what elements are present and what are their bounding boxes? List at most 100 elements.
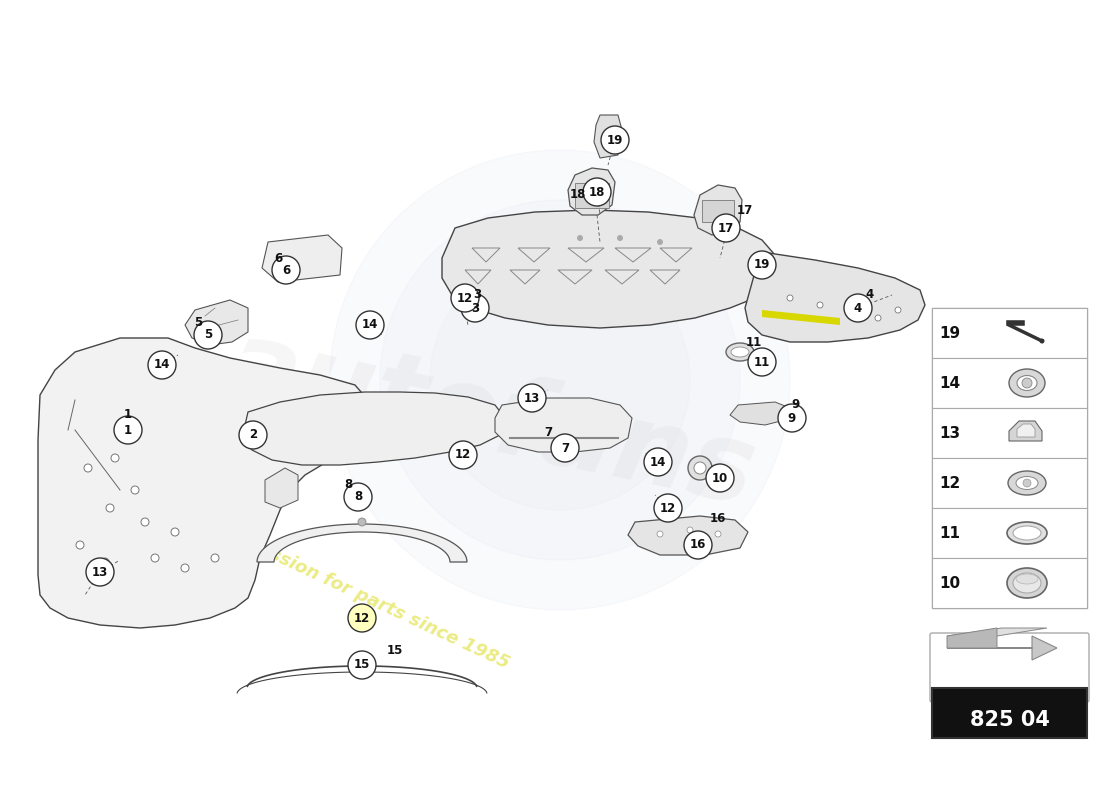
Text: 19: 19 bbox=[607, 134, 624, 146]
Text: 5: 5 bbox=[194, 315, 202, 329]
Ellipse shape bbox=[1006, 522, 1047, 544]
Circle shape bbox=[688, 527, 693, 533]
FancyBboxPatch shape bbox=[932, 358, 1087, 408]
Circle shape bbox=[817, 302, 823, 308]
Circle shape bbox=[748, 251, 775, 279]
Circle shape bbox=[356, 311, 384, 339]
Circle shape bbox=[895, 307, 901, 313]
Polygon shape bbox=[262, 235, 342, 282]
Text: 12: 12 bbox=[660, 502, 676, 514]
Text: 14: 14 bbox=[939, 375, 960, 390]
Circle shape bbox=[644, 448, 672, 476]
Text: 19: 19 bbox=[939, 326, 960, 341]
Circle shape bbox=[551, 434, 579, 462]
Text: 13: 13 bbox=[939, 426, 960, 441]
Text: a passion for parts since 1985: a passion for parts since 1985 bbox=[228, 527, 513, 673]
Text: 10: 10 bbox=[712, 471, 728, 485]
Circle shape bbox=[1023, 479, 1031, 487]
Polygon shape bbox=[1018, 424, 1035, 437]
Circle shape bbox=[1022, 378, 1032, 388]
Polygon shape bbox=[495, 398, 632, 452]
Text: 10: 10 bbox=[939, 575, 960, 590]
Polygon shape bbox=[745, 252, 925, 342]
Text: 11: 11 bbox=[754, 355, 770, 369]
Text: 18: 18 bbox=[570, 189, 586, 202]
Circle shape bbox=[449, 441, 477, 469]
Circle shape bbox=[344, 483, 372, 511]
Text: 11: 11 bbox=[939, 526, 960, 541]
Circle shape bbox=[657, 239, 663, 245]
Circle shape bbox=[654, 494, 682, 522]
Text: 17: 17 bbox=[718, 222, 734, 234]
Circle shape bbox=[715, 531, 720, 537]
Circle shape bbox=[86, 558, 114, 586]
Text: 19: 19 bbox=[754, 258, 770, 271]
Polygon shape bbox=[730, 402, 790, 425]
Text: 5: 5 bbox=[204, 329, 212, 342]
Polygon shape bbox=[947, 628, 1047, 636]
FancyBboxPatch shape bbox=[932, 558, 1087, 608]
Circle shape bbox=[211, 554, 219, 562]
Text: 13: 13 bbox=[524, 391, 540, 405]
Circle shape bbox=[348, 604, 376, 632]
Polygon shape bbox=[257, 524, 468, 562]
Circle shape bbox=[712, 214, 740, 242]
FancyBboxPatch shape bbox=[930, 633, 1089, 702]
Circle shape bbox=[151, 554, 160, 562]
Polygon shape bbox=[568, 168, 615, 215]
Text: 18: 18 bbox=[588, 186, 605, 198]
Text: 15: 15 bbox=[354, 658, 371, 671]
Text: 8: 8 bbox=[344, 478, 352, 490]
Text: 15: 15 bbox=[387, 643, 404, 657]
Circle shape bbox=[578, 235, 583, 241]
FancyBboxPatch shape bbox=[932, 688, 1087, 738]
Circle shape bbox=[379, 200, 740, 560]
Circle shape bbox=[106, 504, 114, 512]
Circle shape bbox=[461, 294, 490, 322]
Circle shape bbox=[272, 256, 300, 284]
Circle shape bbox=[330, 150, 790, 610]
Polygon shape bbox=[39, 338, 370, 628]
Text: 2: 2 bbox=[249, 429, 257, 442]
FancyBboxPatch shape bbox=[932, 308, 1087, 358]
Circle shape bbox=[657, 531, 663, 537]
Circle shape bbox=[617, 235, 623, 241]
Ellipse shape bbox=[726, 343, 754, 361]
Text: 9: 9 bbox=[792, 398, 800, 411]
Polygon shape bbox=[265, 468, 298, 508]
Circle shape bbox=[847, 309, 852, 315]
Circle shape bbox=[684, 531, 712, 559]
Circle shape bbox=[131, 486, 139, 494]
Circle shape bbox=[451, 284, 478, 312]
Polygon shape bbox=[947, 636, 1057, 660]
Text: 1: 1 bbox=[124, 409, 132, 422]
Polygon shape bbox=[442, 210, 776, 328]
Text: 12: 12 bbox=[354, 611, 370, 625]
FancyBboxPatch shape bbox=[932, 458, 1087, 508]
Circle shape bbox=[348, 651, 376, 679]
Circle shape bbox=[84, 464, 92, 472]
FancyBboxPatch shape bbox=[702, 200, 734, 222]
Text: 825 04: 825 04 bbox=[969, 710, 1049, 730]
Circle shape bbox=[170, 528, 179, 536]
Ellipse shape bbox=[1008, 471, 1046, 495]
Text: 12: 12 bbox=[939, 475, 960, 490]
Text: 1: 1 bbox=[124, 423, 132, 437]
Text: autofans: autofans bbox=[216, 312, 764, 528]
Text: 3: 3 bbox=[473, 289, 481, 302]
Circle shape bbox=[706, 464, 734, 492]
Ellipse shape bbox=[1016, 574, 1038, 584]
Text: 9: 9 bbox=[788, 411, 796, 425]
Text: 7: 7 bbox=[543, 426, 552, 438]
Text: 14: 14 bbox=[650, 455, 667, 469]
Text: 11: 11 bbox=[746, 335, 762, 349]
Ellipse shape bbox=[1009, 369, 1045, 397]
Text: 4: 4 bbox=[866, 289, 874, 302]
Circle shape bbox=[239, 421, 267, 449]
Polygon shape bbox=[628, 516, 748, 555]
FancyBboxPatch shape bbox=[932, 508, 1087, 558]
Text: 12: 12 bbox=[456, 291, 473, 305]
Circle shape bbox=[601, 126, 629, 154]
Circle shape bbox=[874, 315, 881, 321]
Polygon shape bbox=[185, 300, 248, 345]
